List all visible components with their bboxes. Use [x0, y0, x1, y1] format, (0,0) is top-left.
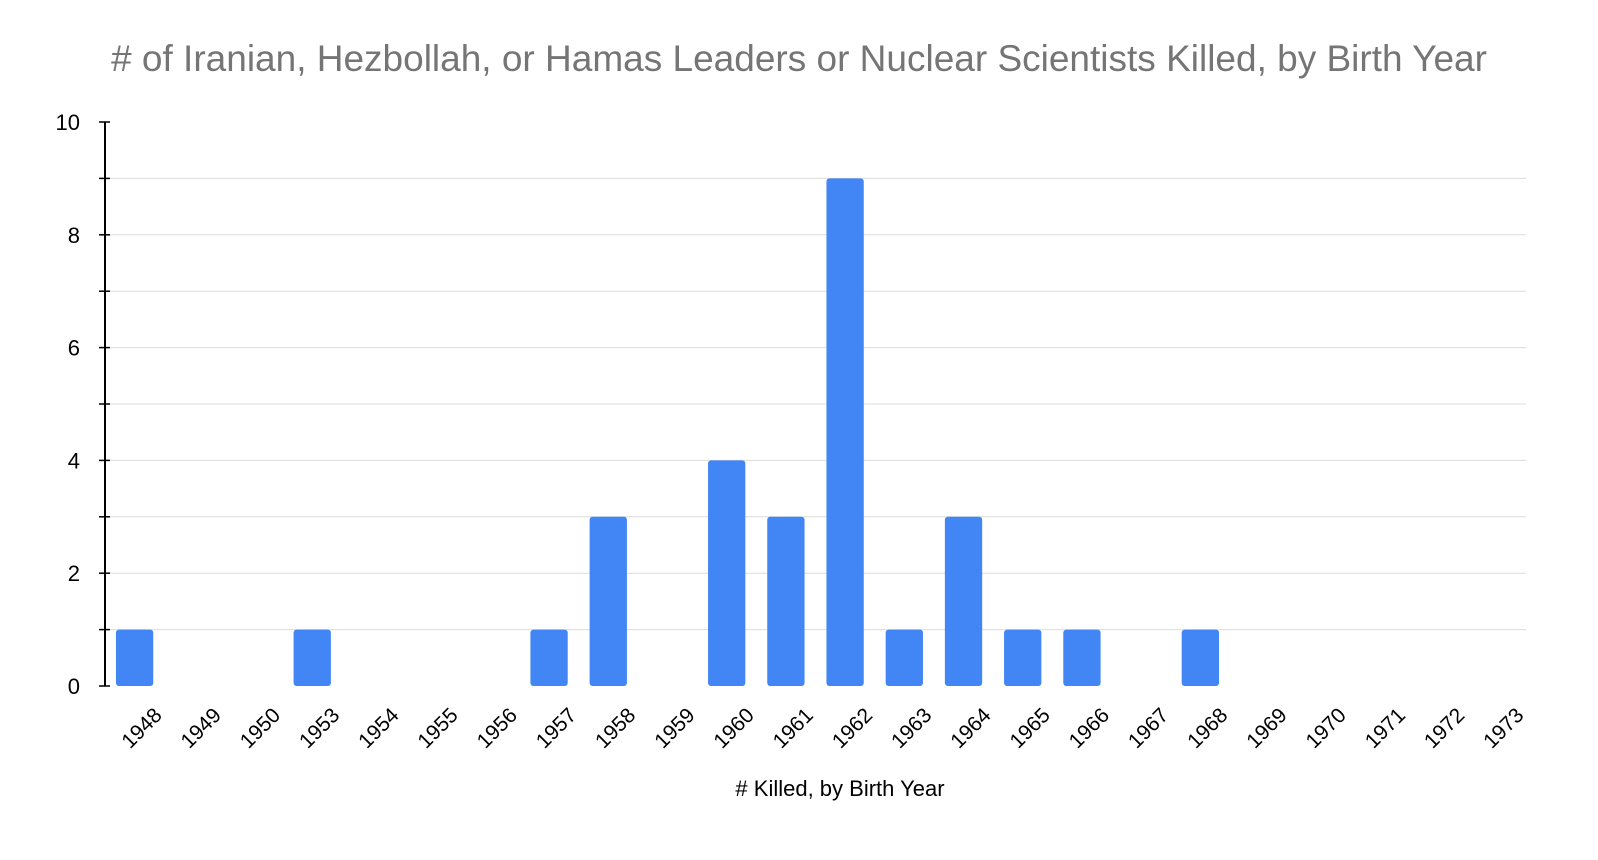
y-tick-label: 6: [68, 336, 80, 361]
x-tick-label: 1962: [828, 704, 877, 753]
bar-1968: [1181, 629, 1220, 686]
bar-1963: [885, 629, 923, 686]
x-tick-label: 1966: [1065, 704, 1114, 753]
x-tick-label: 1968: [1183, 704, 1232, 753]
x-tick-label: 1970: [1302, 704, 1351, 753]
bar-1964: [944, 516, 983, 686]
x-axis-title: # Killed, by Birth Year: [735, 776, 945, 801]
bar-1953: [293, 629, 331, 686]
x-tick-label: 1958: [591, 704, 640, 753]
x-tick-label: 1959: [650, 704, 699, 753]
x-tick-label: 1950: [236, 704, 285, 753]
bar-1958: [589, 516, 627, 686]
y-tick-label: 2: [68, 561, 80, 586]
x-tick-label: 1953: [295, 704, 344, 753]
x-tick-label: 1955: [413, 704, 462, 753]
x-tick-label: 1960: [709, 704, 758, 753]
x-tick-label: 1948: [117, 704, 166, 753]
x-tick-label: 1957: [532, 704, 581, 753]
y-tick-label: 0: [68, 674, 80, 699]
bar-1961: [767, 516, 805, 686]
x-tick-label: 1961: [769, 704, 818, 753]
x-tick-label: 1964: [946, 704, 996, 754]
y-tick-label: 4: [68, 448, 80, 473]
axes: [99, 121, 110, 687]
x-tick-label: 1956: [473, 704, 522, 753]
x-tick-label: 1967: [1124, 704, 1173, 753]
bar-1948: [115, 629, 154, 686]
y-tick-label: 8: [68, 223, 80, 248]
bar-1966: [1063, 629, 1101, 686]
y-tick-labels: 0 2 4 6 8 10: [56, 110, 80, 699]
x-tick-label: 1969: [1242, 704, 1291, 753]
bar-1960: [708, 460, 746, 686]
bar-1957: [530, 629, 568, 686]
x-tick-label: 1973: [1479, 704, 1528, 753]
x-tick-label: 1965: [1005, 704, 1054, 753]
x-tick-label: 1971: [1361, 704, 1410, 753]
x-tick-label: 1949: [177, 704, 226, 753]
x-tick-label: 1954: [354, 704, 404, 754]
x-tick-label: 1963: [887, 704, 936, 753]
y-tick-label: 10: [56, 110, 80, 135]
x-tick-label: 1972: [1420, 704, 1469, 753]
bar-1965: [1004, 629, 1042, 686]
bars: [115, 178, 1220, 686]
bar-1962: [826, 178, 864, 686]
chart-title: # of Iranian, Hezbollah, or Hamas Leader…: [111, 38, 1487, 79]
gridlines: [105, 177, 1526, 631]
x-tick-labels: 1948 1949 1950 1953 1954 1955 1956 1957 1958 1959…: [117, 704, 1528, 754]
